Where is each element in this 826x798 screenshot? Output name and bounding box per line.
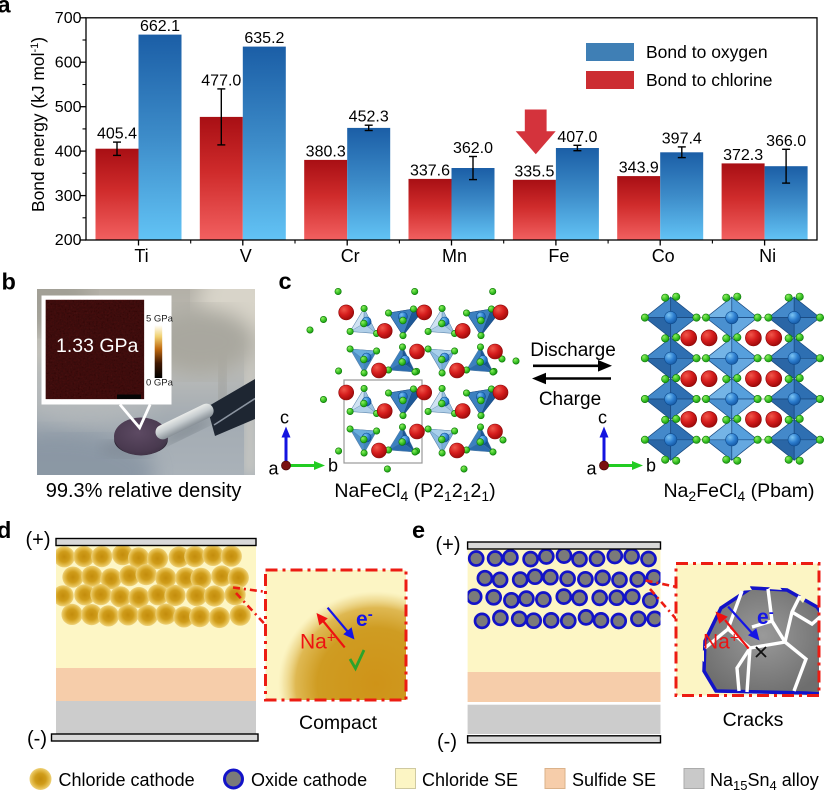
svg-text:500: 500 [55,99,82,116]
svg-text:V: V [240,246,252,266]
svg-text:662.1: 662.1 [140,18,180,35]
svg-text:0 GPa: 0 GPa [146,378,174,389]
svg-text:e: e [412,517,425,543]
svg-text:Ti: Ti [134,246,148,266]
svg-text:Na2FeCl4 (Pbam): Na2FeCl4 (Pbam) [663,480,814,504]
svg-text:1.33 GPa: 1.33 GPa [56,335,139,357]
svg-text:452.3: 452.3 [349,109,389,126]
svg-text:a: a [0,0,12,18]
svg-text:343.9: 343.9 [619,160,659,177]
svg-text:Sulfide SE: Sulfide SE [572,770,656,790]
svg-text:a: a [269,459,280,479]
svg-text:c: c [598,408,607,428]
svg-text:Cracks: Cracks [723,709,784,731]
svg-text:Charge: Charge [539,389,601,410]
svg-text:Bond energy (kJ mol-1): Bond energy (kJ mol-1) [28,37,48,212]
svg-text:372.3: 372.3 [723,147,763,164]
svg-text:380.3: 380.3 [306,143,346,160]
svg-text:c: c [280,408,289,428]
svg-text:(-): (-) [437,731,457,753]
svg-text:Na+: Na+ [703,630,739,654]
svg-text:635.2: 635.2 [244,30,284,47]
svg-text:b: b [646,456,656,476]
svg-text:Chloride cathode: Chloride cathode [59,770,195,790]
svg-text:Cr: Cr [341,246,360,266]
svg-text:Compact: Compact [299,712,378,734]
svg-text:Oxide cathode: Oxide cathode [251,770,367,790]
svg-text:405.4: 405.4 [97,126,137,143]
svg-text:b: b [328,456,338,476]
svg-text:a: a [587,459,598,479]
svg-text:Mn: Mn [442,246,467,266]
svg-text:Bond to chlorine: Bond to chlorine [646,70,772,90]
svg-text:335.5: 335.5 [514,163,554,180]
svg-text:Chloride SE: Chloride SE [422,770,518,790]
svg-text:200: 200 [55,232,82,249]
svg-text:600: 600 [55,54,82,71]
svg-text:NaFeCl4 (P212121): NaFeCl4 (P212121) [334,480,495,504]
svg-text:(+): (+) [26,529,51,551]
svg-text:477.0: 477.0 [201,72,241,89]
svg-text:700: 700 [55,10,82,27]
svg-text:397.4: 397.4 [662,130,702,147]
svg-text:d: d [0,517,11,543]
svg-text:Ni: Ni [759,246,776,266]
svg-text:366.0: 366.0 [766,133,806,150]
svg-text:Bond to oxygen: Bond to oxygen [646,42,768,62]
svg-text:362.0: 362.0 [453,140,493,157]
svg-text:Fe: Fe [548,246,569,266]
svg-text:Co: Co [652,246,675,266]
svg-text:(+): (+) [436,534,461,556]
svg-text:Na15Sn4 alloy: Na15Sn4 alloy [710,770,819,793]
svg-text:(-): (-) [27,728,47,750]
svg-text:c: c [279,268,292,294]
svg-text:407.0: 407.0 [557,129,597,146]
svg-text:b: b [2,269,16,295]
svg-text:Discharge: Discharge [530,340,616,361]
svg-text:400: 400 [55,143,82,160]
svg-text:300: 300 [55,188,82,205]
svg-text:99.3% relative density: 99.3% relative density [46,480,242,502]
svg-text:337.6: 337.6 [410,162,450,179]
svg-text:5 GPa: 5 GPa [146,314,174,325]
